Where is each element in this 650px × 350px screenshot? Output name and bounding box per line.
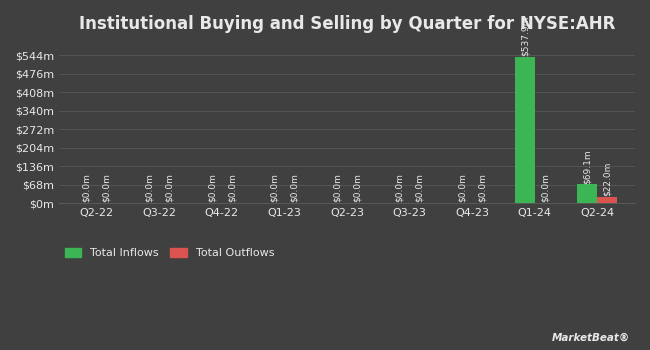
Text: $0.0m: $0.0m <box>290 174 299 202</box>
Text: $0.0m: $0.0m <box>478 174 487 202</box>
Text: $537.9m: $537.9m <box>521 16 529 56</box>
Text: $0.0m: $0.0m <box>333 174 341 202</box>
Text: $0.0m: $0.0m <box>102 174 111 202</box>
Text: $0.0m: $0.0m <box>270 174 279 202</box>
Bar <box>597 197 618 203</box>
Text: $0.0m: $0.0m <box>82 174 91 202</box>
Title: Institutional Buying and Selling by Quarter for NYSE:AHR: Institutional Buying and Selling by Quar… <box>79 15 616 33</box>
Text: MarketBeat®: MarketBeat® <box>552 333 630 343</box>
Text: $0.0m: $0.0m <box>395 174 404 202</box>
Text: $69.1m: $69.1m <box>583 149 592 183</box>
Text: $0.0m: $0.0m <box>458 174 467 202</box>
Text: $0.0m: $0.0m <box>207 174 216 202</box>
Text: $0.0m: $0.0m <box>145 174 154 202</box>
Text: $0.0m: $0.0m <box>227 174 237 202</box>
Bar <box>515 57 535 203</box>
Text: $0.0m: $0.0m <box>352 174 361 202</box>
Bar <box>577 184 597 203</box>
Text: $0.0m: $0.0m <box>540 174 549 202</box>
Text: $0.0m: $0.0m <box>415 174 424 202</box>
Legend: Total Inflows, Total Outflows: Total Inflows, Total Outflows <box>64 248 274 259</box>
Text: $0.0m: $0.0m <box>165 174 174 202</box>
Text: $22.0m: $22.0m <box>603 162 612 196</box>
